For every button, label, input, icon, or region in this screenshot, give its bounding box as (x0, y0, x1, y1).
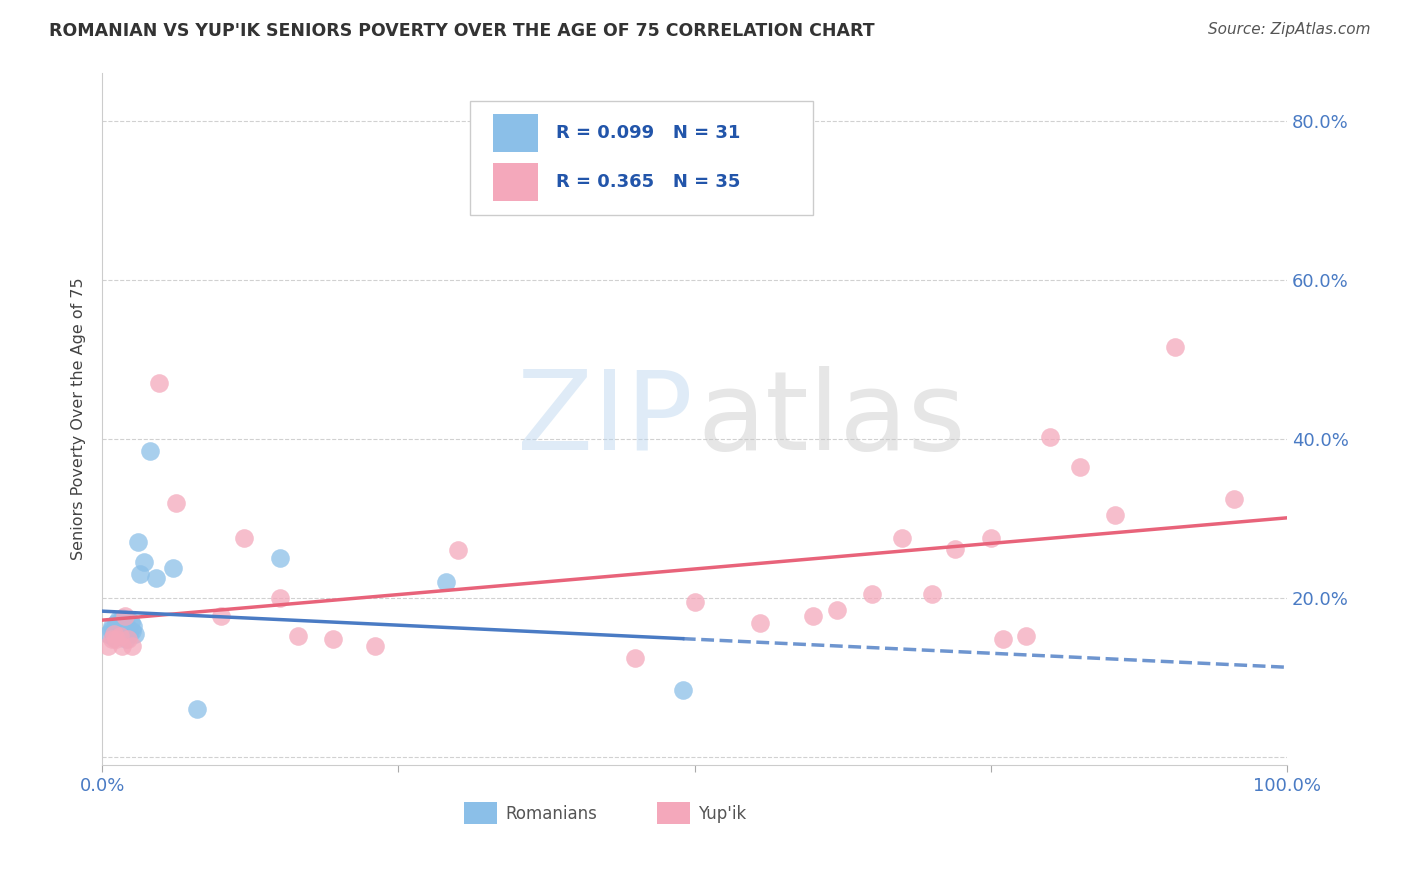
Point (110, 629, 132, 643)
Point (980, 532, 1002, 546)
Point (921, 587, 943, 601)
Point (127, 535, 149, 549)
Point (108, 629, 131, 643)
Point (122, 619, 145, 633)
Point (1039, 430, 1062, 444)
Point (186, 702, 208, 716)
Point (103, 627, 125, 641)
Point (129, 567, 152, 582)
Point (120, 615, 142, 629)
FancyBboxPatch shape (470, 101, 813, 215)
Point (269, 551, 291, 566)
Point (287, 629, 309, 643)
Point (162, 561, 184, 575)
Point (111, 639, 134, 653)
Point (97, 627, 120, 641)
Point (1163, 341, 1185, 355)
Point (1069, 459, 1091, 474)
Bar (657, 802, 690, 824)
Point (801, 608, 824, 623)
Bar (494, 162, 538, 201)
Point (825, 603, 848, 617)
Text: Source: ZipAtlas.com: Source: ZipAtlas.com (1208, 22, 1371, 37)
Bar (494, 114, 538, 153)
Text: ROMANIAN VS YUP'IK SENIORS POVERTY OVER THE AGE OF 75 CORRELATION CHART: ROMANIAN VS YUP'IK SENIORS POVERTY OVER … (49, 22, 875, 40)
Point (114, 608, 136, 623)
Point (117, 621, 139, 635)
Point (103, 631, 125, 645)
Text: Yup'ik: Yup'ik (699, 805, 747, 822)
Point (112, 623, 135, 637)
Text: R = 0.365   N = 35: R = 0.365 N = 35 (555, 173, 741, 191)
Point (111, 611, 134, 625)
Text: ZIP: ZIP (516, 366, 692, 473)
Point (860, 587, 883, 601)
Point (1222, 491, 1244, 506)
Point (209, 608, 232, 623)
Point (121, 624, 143, 639)
Point (991, 632, 1014, 647)
Point (118, 627, 141, 641)
Point (115, 624, 138, 639)
Point (97, 639, 120, 653)
Point (100, 619, 122, 633)
Point (943, 541, 966, 556)
Point (121, 639, 143, 653)
Bar (464, 802, 496, 824)
Point (233, 532, 256, 546)
Point (748, 616, 770, 631)
Y-axis label: Seniors Poverty Over the Age of 75: Seniors Poverty Over the Age of 75 (72, 277, 86, 560)
Point (107, 624, 129, 639)
Point (364, 639, 387, 653)
Point (108, 619, 131, 633)
Point (1015, 629, 1038, 643)
Text: Romanians: Romanians (505, 805, 598, 822)
Text: R = 0.099   N = 31: R = 0.099 N = 31 (555, 124, 741, 143)
Point (138, 443, 160, 458)
Point (322, 632, 344, 647)
Point (100, 623, 122, 637)
Point (269, 591, 291, 605)
Point (105, 632, 128, 647)
Point (107, 613, 129, 627)
Point (683, 595, 706, 609)
Point (105, 616, 128, 631)
Point (124, 627, 146, 641)
Point (104, 621, 127, 635)
Point (447, 543, 470, 558)
Point (672, 682, 695, 697)
Point (117, 632, 139, 647)
Point (1104, 508, 1126, 522)
Point (101, 627, 124, 641)
Text: atlas: atlas (697, 366, 966, 473)
Point (434, 575, 457, 590)
Point (145, 571, 167, 585)
Point (115, 632, 138, 647)
Point (132, 555, 155, 569)
Point (100, 632, 122, 647)
Point (165, 495, 187, 509)
Point (891, 532, 914, 546)
Point (148, 376, 170, 391)
Point (624, 650, 647, 665)
